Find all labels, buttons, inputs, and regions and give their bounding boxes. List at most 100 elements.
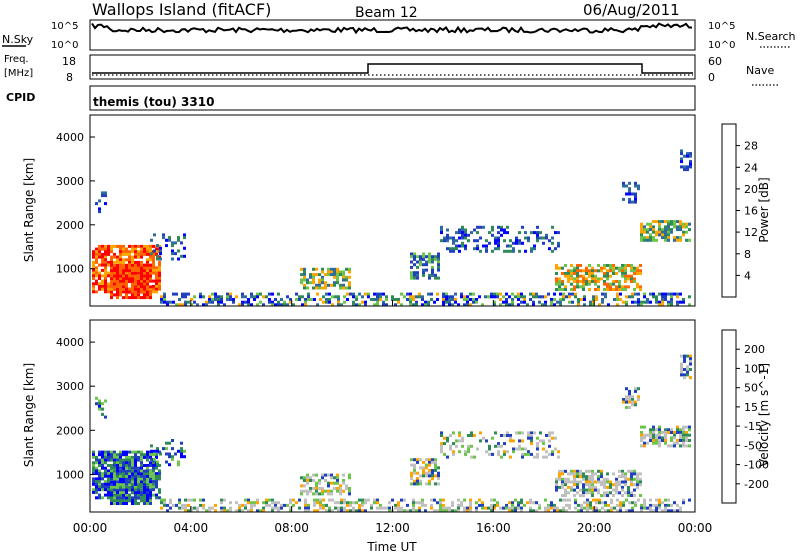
heatmap-cell [567,277,570,281]
heatmap-cell [95,255,98,259]
heatmap-cell [500,225,503,229]
heatmap-cell [98,472,101,476]
heatmap-cell [140,285,143,289]
heatmap-cell [422,263,425,267]
heatmap-cell [113,272,116,275]
heatmap-cell [303,270,306,274]
heatmap-cell [156,447,159,451]
heatmap-cell [625,303,628,307]
heatmap-cell [469,506,472,510]
heatmap-cell [506,225,509,229]
heatmap-cell [364,292,367,296]
heatmap-cell [467,239,470,243]
heatmap-cell [624,483,627,487]
heatmap-cell [336,267,339,271]
nave-tick-top: 60 [708,55,722,68]
heatmap-cell [427,292,430,296]
heatmap-cell [143,244,146,248]
heatmap-cell [548,434,551,437]
heatmap-cell [624,264,627,267]
heatmap-cell [92,461,95,465]
heatmap-cell [101,247,104,251]
heatmap-cell [177,463,180,467]
heatmap-cell [448,303,451,307]
heatmap-cell [591,494,594,497]
heatmap-cell [110,296,113,300]
heatmap-cell [113,461,116,465]
heatmap-cell [199,295,202,299]
heatmap-cell [119,472,122,476]
heatmap-cell [358,503,361,507]
heatmap-cell [562,298,565,301]
heatmap-cell [397,509,400,513]
heatmap-cell [579,480,582,484]
heatmap-cell [253,501,256,505]
heatmap-cell [122,290,125,294]
heatmap-cell [591,472,594,476]
heatmap-cell [125,499,128,503]
heatmap-cell [304,303,307,307]
heatmap-cell [223,509,226,513]
heatmap-cell [676,295,679,299]
heatmap-cell [131,277,134,281]
power-colorbar-tick-label: 28 [744,140,758,153]
heatmap-cell [633,266,636,270]
heatmap-cell [588,264,591,267]
heatmap-cell [367,295,370,299]
heatmap-cell [679,506,682,510]
heatmap-cell [652,292,655,296]
heatmap-cell [116,293,119,297]
heatmap-cell [551,249,554,253]
heatmap-cell [618,491,621,495]
heatmap-cell [155,268,158,272]
heatmap-cell [306,278,309,282]
heatmap-cell [292,498,295,502]
heatmap-cell [116,466,119,470]
heatmap-cell [232,298,235,301]
heatmap-cell [244,506,247,510]
heatmap-cell [431,469,434,472]
heatmap-cell [652,431,655,434]
heatmap-cell [490,292,493,296]
heatmap-cell [177,257,180,261]
heatmap-cell [436,298,439,301]
heatmap-cell [107,453,110,457]
heatmap-cell [586,509,589,513]
heatmap-cell [271,303,274,307]
heatmap-cell [238,303,241,307]
heatmap-cell [689,162,692,166]
heatmap-cell [337,298,340,301]
heatmap-cell [670,222,673,226]
heatmap-cell [156,463,159,467]
heatmap-cell [110,490,113,494]
heatmap-cell [152,477,155,481]
heatmap-cell [101,279,104,283]
heatmap-cell [518,249,521,253]
heatmap-cell [466,509,469,513]
heatmap-cell [122,269,125,273]
heatmap-cell [205,300,208,304]
heatmap-cell [349,503,352,507]
heatmap-cell [579,472,582,476]
heatmap-cell [505,506,508,510]
heatmap-cell [655,436,658,440]
heatmap-cell [521,439,524,443]
heatmap-cell [158,266,161,270]
heatmap-cell [122,475,125,479]
heatmap-cell [95,290,98,294]
heatmap-cell [673,431,676,434]
heatmap-cell [583,506,586,510]
heatmap-cell [583,298,586,301]
heatmap-cell [434,255,437,259]
heatmap-cell [594,282,597,286]
station-title: Wallops Island (fitACF) [92,0,271,19]
heatmap-cell [615,280,618,283]
heatmap-cell [306,492,309,496]
heatmap-cell [479,236,482,240]
heatmap-cell [149,461,152,465]
heatmap-cell [458,228,461,232]
velocity-plot-bg [90,320,695,512]
heatmap-cell [685,425,688,429]
heatmap-cell [649,228,652,232]
velocity-y-tick-label: 3000 [56,380,84,393]
